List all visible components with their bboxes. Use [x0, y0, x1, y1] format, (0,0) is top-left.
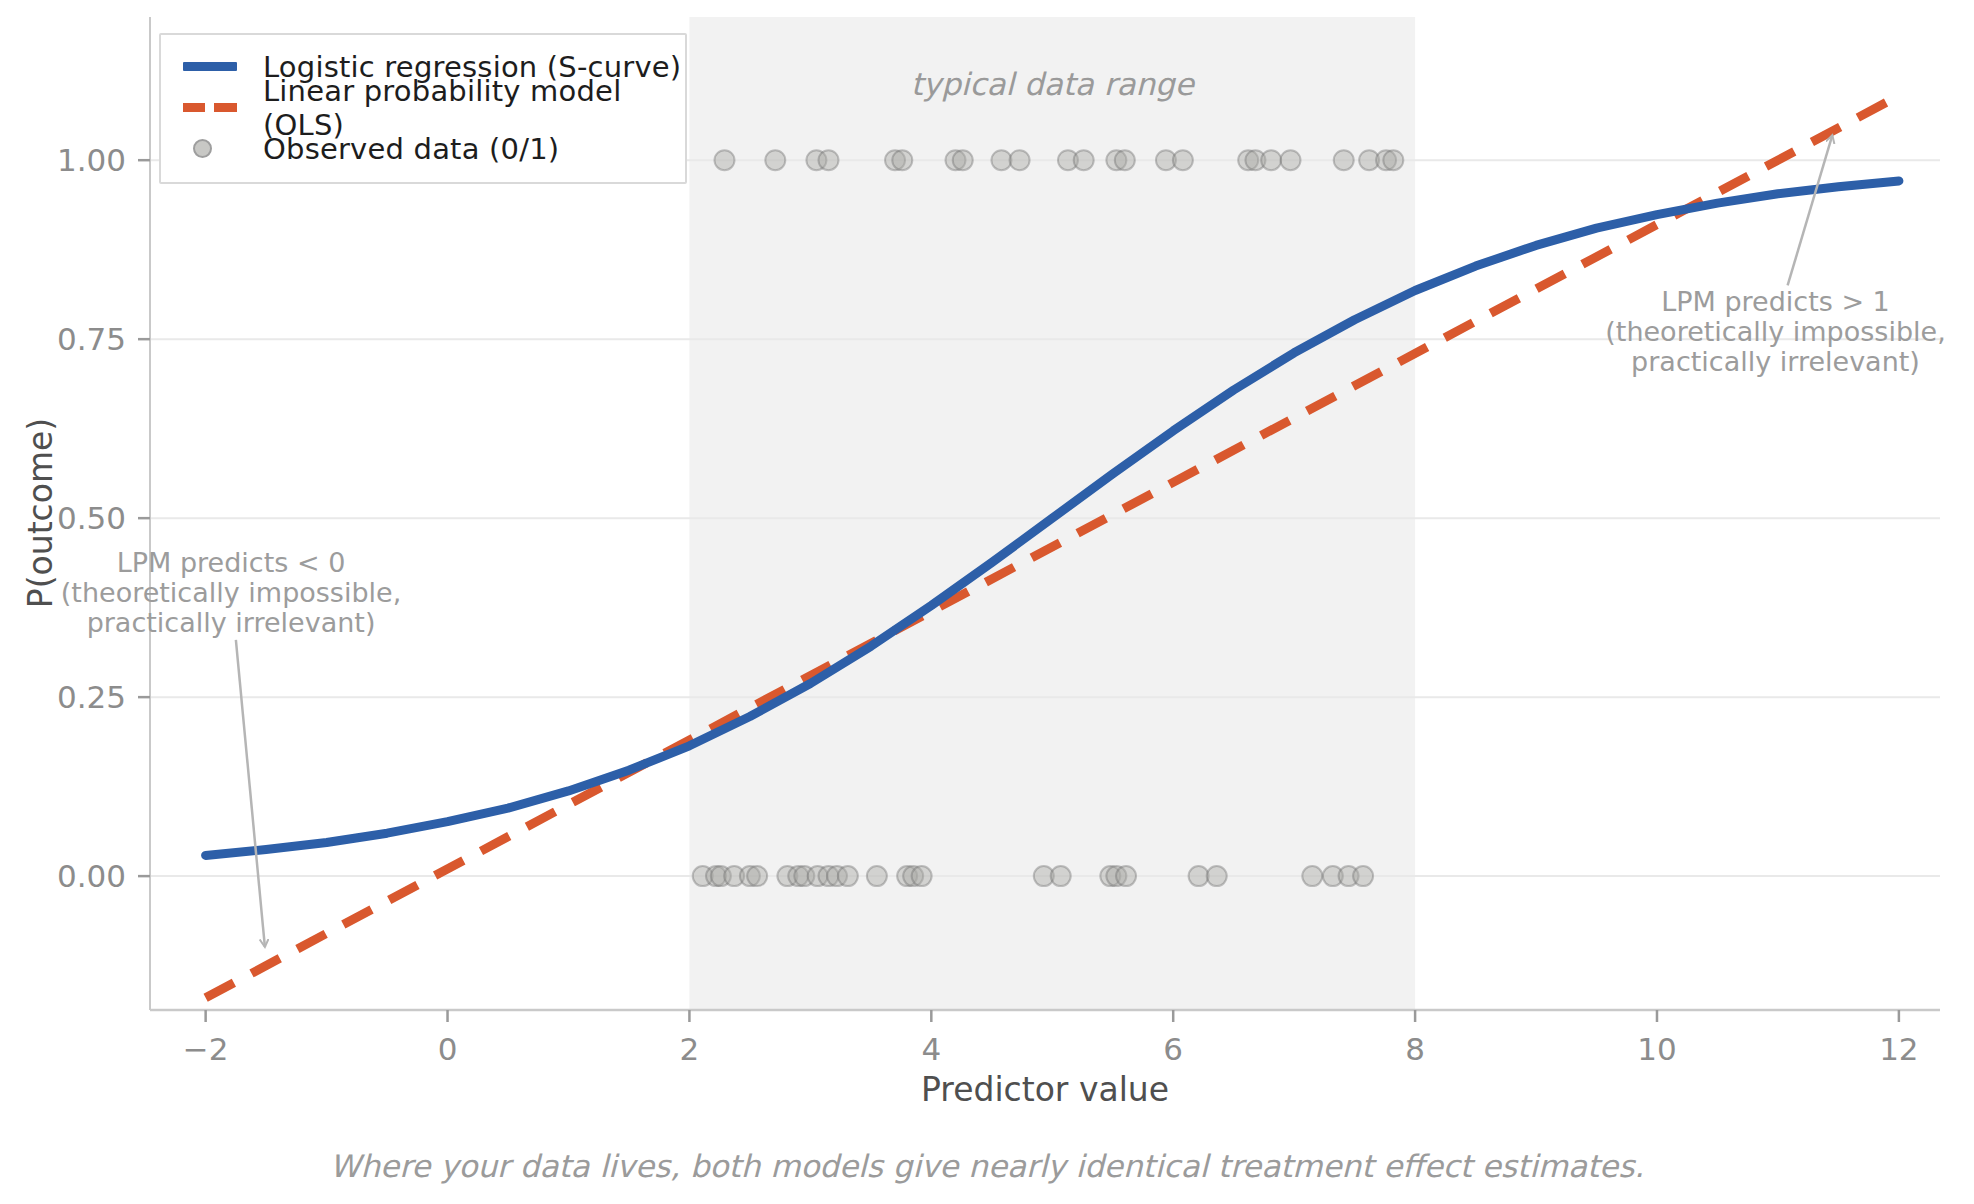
shaded-region-label: typical data range: [911, 66, 1194, 102]
legend: Logistic regression (S-curve) Linear pro…: [159, 33, 687, 184]
annotation-line: practically irrelevant): [61, 608, 401, 638]
svg-text:4: 4: [921, 1031, 941, 1067]
svg-text:12: 12: [1879, 1031, 1918, 1067]
annotation-line: LPM predicts > 1: [1605, 287, 1945, 317]
svg-text:0.00: 0.00: [57, 858, 126, 894]
legend-item-linear: Linear probability model (OLS): [161, 87, 685, 128]
annotation-lpm-lt-0: LPM predicts < 0 (theoretically impossib…: [61, 548, 401, 638]
annotation-line: (theoretically impossible,: [1605, 317, 1945, 347]
x-axis-label: Predictor value: [150, 1070, 1940, 1109]
svg-text:2: 2: [680, 1031, 700, 1067]
svg-text:−2: −2: [183, 1031, 229, 1067]
svg-text:0.25: 0.25: [57, 679, 126, 715]
figure: −2 0 2 4 6 8 10 12 0.00 0.25 0.50 0.75 1.00 typical …: [0, 0, 1974, 1204]
svg-text:6: 6: [1163, 1031, 1183, 1067]
dashed-line-swatch-icon: [183, 103, 237, 112]
annotation-line: practically irrelevant): [1605, 347, 1945, 377]
svg-text:1.00: 1.00: [57, 142, 126, 178]
annotation-line: (theoretically impossible,: [61, 578, 401, 608]
svg-text:8: 8: [1405, 1031, 1425, 1067]
scatter-dot-swatch-icon: [183, 139, 237, 158]
svg-text:0.75: 0.75: [57, 321, 126, 357]
annotation-line: LPM predicts < 0: [61, 548, 401, 578]
logistic-line-swatch-icon: [183, 62, 237, 71]
annotation-lpm-gt-1: LPM predicts > 1 (theoretically impossib…: [1605, 287, 1945, 377]
y-axis-label: P(outcome): [21, 418, 60, 608]
figure-caption: Where your data lives, both models give …: [0, 1148, 1974, 1184]
svg-text:0.50: 0.50: [57, 500, 126, 536]
svg-text:0: 0: [438, 1031, 458, 1067]
legend-label-observed: Observed data (0/1): [263, 132, 559, 166]
svg-text:10: 10: [1637, 1031, 1676, 1067]
